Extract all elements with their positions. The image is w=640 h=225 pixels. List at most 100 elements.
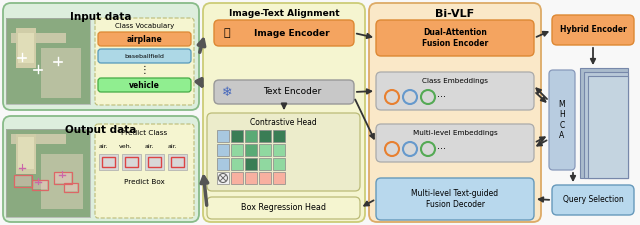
Text: Multi-level Text-guided
Fusion Decoder: Multi-level Text-guided Fusion Decoder bbox=[412, 189, 499, 209]
Text: ···: ··· bbox=[438, 144, 447, 154]
Bar bbox=[16, 28, 36, 68]
FancyBboxPatch shape bbox=[369, 3, 541, 222]
Bar bbox=[18, 33, 34, 63]
Bar bbox=[580, 68, 628, 178]
Bar bbox=[64, 183, 78, 192]
Bar bbox=[33, 181, 47, 189]
Text: Hybrid Encoder: Hybrid Encoder bbox=[559, 25, 627, 34]
Bar bbox=[102, 157, 115, 167]
Text: Query Selection: Query Selection bbox=[563, 196, 623, 205]
FancyBboxPatch shape bbox=[214, 80, 354, 104]
Bar bbox=[217, 172, 229, 184]
Bar bbox=[15, 176, 31, 186]
Bar bbox=[245, 144, 257, 156]
FancyBboxPatch shape bbox=[207, 113, 360, 191]
FancyBboxPatch shape bbox=[3, 116, 199, 222]
Bar bbox=[55, 173, 71, 183]
Text: M
H
C
A: M H C A bbox=[559, 100, 565, 140]
FancyBboxPatch shape bbox=[376, 20, 534, 56]
FancyBboxPatch shape bbox=[376, 72, 534, 110]
Bar bbox=[171, 157, 184, 167]
Bar bbox=[588, 76, 628, 178]
FancyBboxPatch shape bbox=[549, 70, 575, 170]
Bar bbox=[11, 134, 66, 144]
Bar bbox=[125, 157, 138, 167]
Bar bbox=[14, 175, 32, 187]
Text: Input data: Input data bbox=[70, 12, 132, 22]
Text: Text Encoder: Text Encoder bbox=[263, 88, 321, 97]
Bar bbox=[217, 144, 229, 156]
Bar bbox=[273, 130, 285, 142]
Bar bbox=[273, 172, 285, 184]
Bar bbox=[259, 158, 271, 170]
Bar bbox=[16, 134, 36, 174]
Bar bbox=[65, 184, 77, 191]
Text: Image Encoder: Image Encoder bbox=[254, 29, 330, 38]
FancyBboxPatch shape bbox=[98, 32, 191, 46]
Text: Image-Text Alignment: Image-Text Alignment bbox=[228, 9, 339, 18]
FancyBboxPatch shape bbox=[552, 185, 634, 215]
Text: baseballfield: baseballfield bbox=[125, 54, 164, 58]
Bar bbox=[231, 172, 243, 184]
FancyBboxPatch shape bbox=[376, 124, 534, 162]
Bar bbox=[273, 144, 285, 156]
Bar bbox=[148, 157, 161, 167]
Text: Predict Box: Predict Box bbox=[124, 179, 165, 185]
Text: 🔥: 🔥 bbox=[224, 28, 230, 38]
Bar bbox=[6, 129, 90, 217]
Bar bbox=[217, 158, 229, 170]
Bar bbox=[6, 18, 90, 104]
Text: vehicle: vehicle bbox=[129, 81, 160, 90]
Text: Output data: Output data bbox=[65, 125, 137, 135]
FancyBboxPatch shape bbox=[207, 197, 360, 219]
Bar bbox=[245, 130, 257, 142]
Text: Class Vocabulary: Class Vocabulary bbox=[115, 23, 174, 29]
Bar bbox=[6, 18, 90, 104]
Bar bbox=[245, 172, 257, 184]
Bar bbox=[41, 154, 83, 209]
Bar bbox=[11, 33, 66, 43]
Text: ···: ··· bbox=[438, 92, 447, 102]
FancyBboxPatch shape bbox=[552, 15, 634, 45]
Bar bbox=[259, 130, 271, 142]
Text: Box Regression Head: Box Regression Head bbox=[241, 203, 326, 212]
Text: air.: air. bbox=[144, 144, 154, 149]
FancyBboxPatch shape bbox=[98, 78, 191, 92]
Bar bbox=[168, 154, 187, 170]
Bar bbox=[41, 48, 81, 98]
FancyBboxPatch shape bbox=[214, 20, 354, 46]
Bar bbox=[145, 154, 164, 170]
Bar bbox=[54, 172, 72, 184]
Bar bbox=[259, 144, 271, 156]
Bar bbox=[259, 172, 271, 184]
Bar bbox=[245, 158, 257, 170]
Text: Multi-level Embeddings: Multi-level Embeddings bbox=[413, 130, 497, 136]
Bar bbox=[6, 129, 90, 217]
Bar bbox=[217, 130, 229, 142]
Text: Contrastive Head: Contrastive Head bbox=[250, 118, 317, 127]
Bar bbox=[584, 72, 628, 178]
Bar bbox=[99, 154, 118, 170]
Text: Predict Class: Predict Class bbox=[122, 130, 168, 136]
Bar bbox=[273, 158, 285, 170]
FancyBboxPatch shape bbox=[376, 178, 534, 220]
Text: Dual-Attention
Fusion Encoder: Dual-Attention Fusion Encoder bbox=[422, 28, 488, 48]
Bar bbox=[18, 137, 34, 169]
Bar bbox=[231, 158, 243, 170]
FancyBboxPatch shape bbox=[95, 124, 194, 218]
FancyBboxPatch shape bbox=[98, 49, 191, 63]
Text: air.: air. bbox=[98, 144, 108, 149]
FancyBboxPatch shape bbox=[95, 18, 194, 105]
Text: Bi-VLF: Bi-VLF bbox=[435, 9, 475, 19]
Bar bbox=[122, 154, 141, 170]
FancyBboxPatch shape bbox=[203, 3, 365, 222]
Text: ⋮: ⋮ bbox=[140, 65, 149, 75]
Bar bbox=[231, 144, 243, 156]
Bar bbox=[32, 180, 48, 190]
Text: airplane: airplane bbox=[127, 34, 163, 43]
Text: air.: air. bbox=[167, 144, 177, 149]
Text: veh.: veh. bbox=[119, 144, 133, 149]
Text: Class Embeddings: Class Embeddings bbox=[422, 78, 488, 84]
Text: ❄: ❄ bbox=[221, 86, 232, 99]
FancyBboxPatch shape bbox=[3, 3, 199, 110]
